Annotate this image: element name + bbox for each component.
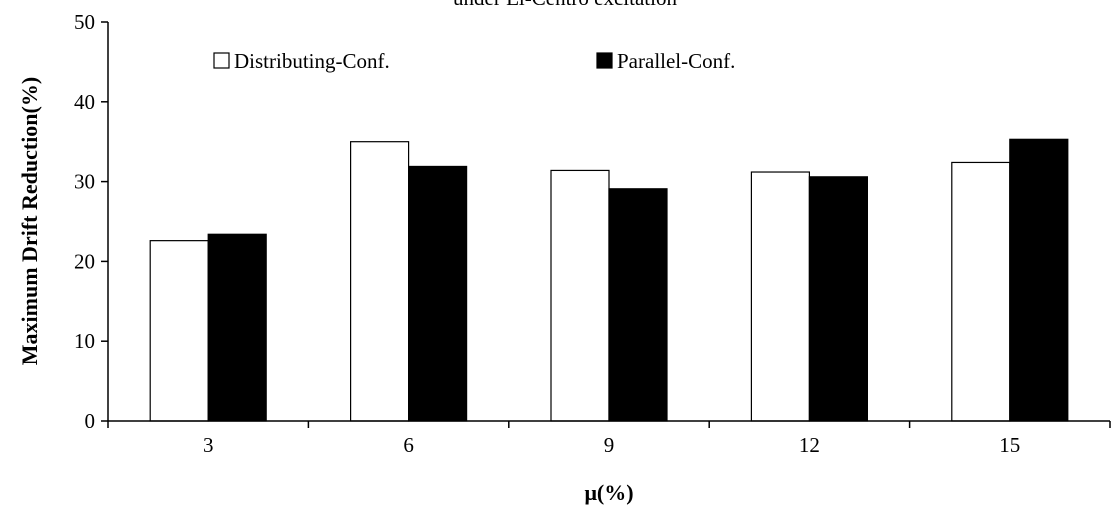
legend: Distributing-Conf. Parallel-Conf. xyxy=(213,49,735,73)
bar-parallel xyxy=(1009,138,1069,422)
bar-parallel xyxy=(608,188,668,422)
y-tick-label: 40 xyxy=(74,90,95,114)
chart-title: under El-Centro excitation xyxy=(453,0,677,10)
bar-distributing xyxy=(149,240,209,422)
x-tick-label: 3 xyxy=(203,433,214,457)
bar-distributing xyxy=(550,169,610,422)
x-tick-label: 15 xyxy=(999,433,1020,457)
x-tick-label: 12 xyxy=(799,433,820,457)
chart-title-layer: under El-Centro excitation xyxy=(453,0,677,10)
y-tick-label: 0 xyxy=(85,409,96,433)
bar-parallel xyxy=(408,165,468,422)
y-tick-label: 20 xyxy=(74,249,95,273)
bar-distributing xyxy=(350,141,410,422)
y-tick-label: 50 xyxy=(74,10,95,34)
x-tick-label: 9 xyxy=(604,433,615,457)
legend-label: Parallel-Conf. xyxy=(617,49,735,73)
bar-distributing xyxy=(951,161,1011,422)
legend-label: Distributing-Conf. xyxy=(234,49,390,73)
bar-parallel xyxy=(808,176,869,422)
legend-swatch xyxy=(596,52,613,69)
bar-distributing xyxy=(750,171,811,422)
y-tick-label: 30 xyxy=(74,170,95,194)
y-axis-title: Maximum Drift Reduction(%) xyxy=(17,77,42,365)
y-tick-label: 10 xyxy=(74,329,95,353)
y-ticks-layer: 0 10 20 30 40 50 xyxy=(74,10,108,433)
bar-parallel xyxy=(207,233,267,422)
bars-layer xyxy=(149,138,1069,422)
legend-swatch xyxy=(213,52,230,69)
x-axis-title: μ(%) xyxy=(584,480,633,505)
axes-layer xyxy=(107,22,1110,422)
x-tick-label: 6 xyxy=(403,433,414,457)
x-ticks-layer: 3 6 9 12 15 xyxy=(107,421,1111,457)
